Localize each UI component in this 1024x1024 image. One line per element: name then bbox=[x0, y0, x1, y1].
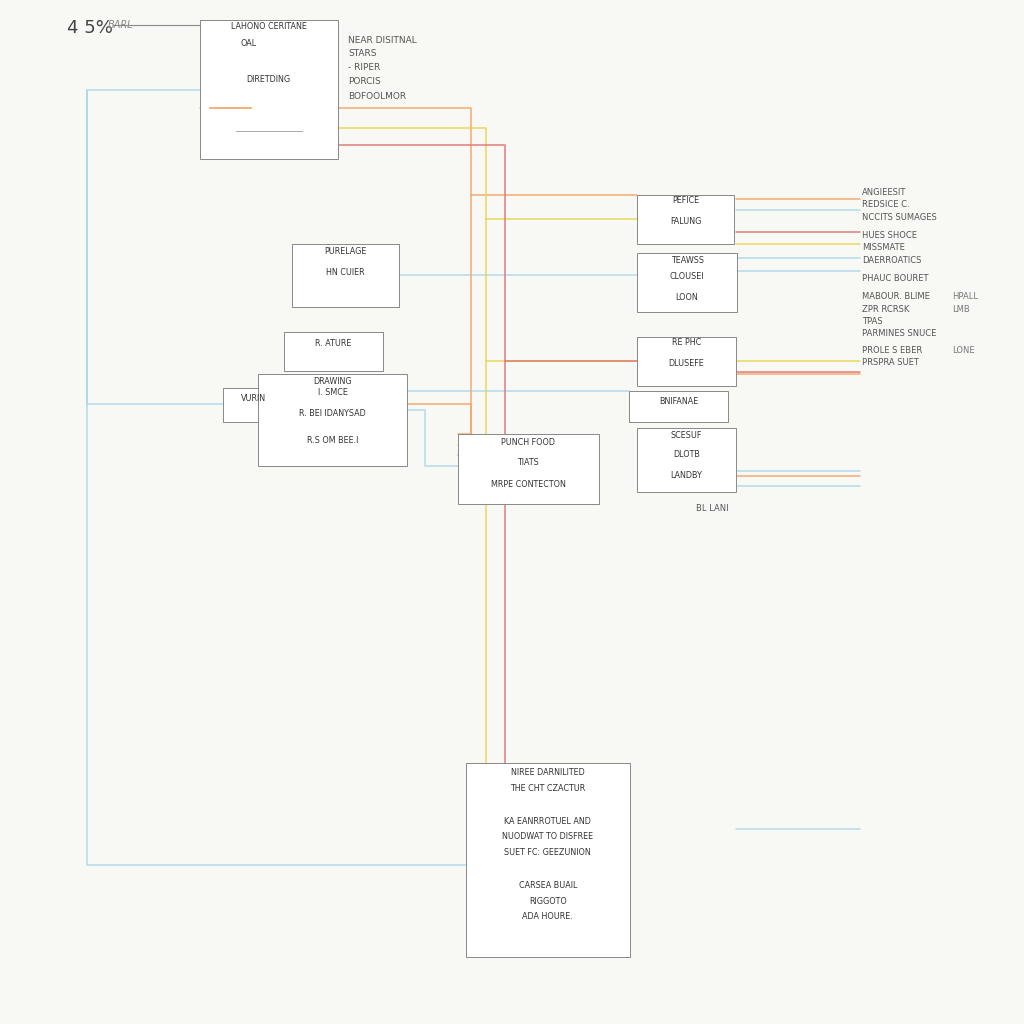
Text: LAHONO CERITANE: LAHONO CERITANE bbox=[230, 22, 307, 31]
FancyBboxPatch shape bbox=[466, 763, 630, 957]
Text: RE PHC: RE PHC bbox=[672, 338, 701, 347]
Text: BNIFANAE: BNIFANAE bbox=[658, 397, 698, 407]
Text: HUES SHOCE: HUES SHOCE bbox=[862, 231, 918, 240]
FancyBboxPatch shape bbox=[200, 20, 338, 159]
Text: R. ATURE: R. ATURE bbox=[315, 339, 351, 348]
Text: MRPE CONTECTON: MRPE CONTECTON bbox=[490, 480, 566, 488]
Text: BOFOOLMOR: BOFOOLMOR bbox=[348, 92, 407, 100]
FancyBboxPatch shape bbox=[629, 391, 728, 422]
Text: MABOUR. BLIME: MABOUR. BLIME bbox=[862, 293, 930, 301]
Text: HN CUIER: HN CUIER bbox=[327, 268, 365, 276]
Text: BL LANI: BL LANI bbox=[696, 505, 729, 513]
Text: TEAWSS: TEAWSS bbox=[671, 256, 703, 264]
FancyBboxPatch shape bbox=[458, 434, 599, 504]
FancyBboxPatch shape bbox=[258, 374, 407, 466]
Text: LOON: LOON bbox=[676, 293, 698, 302]
FancyBboxPatch shape bbox=[637, 337, 736, 386]
Text: VURIN: VURIN bbox=[242, 394, 266, 402]
Text: NUODWAT TO DISFREE: NUODWAT TO DISFREE bbox=[503, 833, 593, 842]
Text: TPAS: TPAS bbox=[862, 317, 883, 326]
Text: LANDBY: LANDBY bbox=[671, 471, 702, 480]
Text: PEFICE: PEFICE bbox=[672, 196, 699, 205]
Text: SCESUF: SCESUF bbox=[671, 431, 702, 440]
FancyBboxPatch shape bbox=[637, 428, 736, 492]
Text: PORCIS: PORCIS bbox=[348, 78, 381, 86]
Text: DAERROATICS: DAERROATICS bbox=[862, 256, 922, 264]
Text: PHAUC BOURET: PHAUC BOURET bbox=[862, 274, 929, 283]
FancyBboxPatch shape bbox=[284, 381, 383, 420]
FancyBboxPatch shape bbox=[637, 195, 734, 244]
FancyBboxPatch shape bbox=[284, 332, 383, 371]
Text: PRSPRA SUET: PRSPRA SUET bbox=[862, 358, 920, 367]
Text: ADA HOURE.: ADA HOURE. bbox=[522, 912, 573, 921]
Text: ANGIEESIT: ANGIEESIT bbox=[862, 188, 906, 197]
Text: PROLE S EBER: PROLE S EBER bbox=[862, 346, 923, 354]
Text: BARL: BARL bbox=[108, 19, 133, 30]
Text: CARSEA BUAIL: CARSEA BUAIL bbox=[518, 881, 578, 890]
Text: ZPR RCRSK: ZPR RCRSK bbox=[862, 305, 909, 313]
Text: RIGGOTO: RIGGOTO bbox=[529, 897, 566, 905]
Text: LONE: LONE bbox=[952, 346, 975, 354]
FancyBboxPatch shape bbox=[223, 388, 285, 422]
Text: R. BEI IDANYSAD: R. BEI IDANYSAD bbox=[299, 409, 366, 418]
Text: 4 5%: 4 5% bbox=[67, 18, 113, 37]
FancyBboxPatch shape bbox=[292, 244, 399, 307]
Text: TIATS: TIATS bbox=[517, 458, 540, 467]
Text: NIREE DARNILITED: NIREE DARNILITED bbox=[511, 768, 585, 777]
Text: LMB: LMB bbox=[952, 305, 970, 313]
Text: KA EANRROTUEL AND: KA EANRROTUEL AND bbox=[505, 817, 591, 825]
Text: PARMINES SNUCE: PARMINES SNUCE bbox=[862, 330, 937, 338]
Text: PUNCH FOOD: PUNCH FOOD bbox=[502, 438, 555, 447]
Text: CLOUSEI: CLOUSEI bbox=[670, 272, 705, 282]
FancyBboxPatch shape bbox=[637, 253, 737, 312]
Text: REDSICE C.: REDSICE C. bbox=[862, 201, 910, 209]
Text: DLUSEFE: DLUSEFE bbox=[669, 359, 705, 369]
Text: THE CHT CZACTUR: THE CHT CZACTUR bbox=[510, 783, 586, 793]
Text: FALUNG: FALUNG bbox=[670, 217, 701, 226]
Text: SUET FC: GEEZUNION: SUET FC: GEEZUNION bbox=[505, 848, 591, 857]
Text: MISSMATE: MISSMATE bbox=[862, 244, 905, 252]
Text: - RIPER: - RIPER bbox=[348, 63, 380, 72]
Text: I. SMCE: I. SMCE bbox=[318, 388, 348, 397]
Text: PURELAGE: PURELAGE bbox=[325, 247, 367, 256]
Text: R.S OM BEE.I: R.S OM BEE.I bbox=[306, 435, 358, 444]
Text: DLOTB: DLOTB bbox=[673, 451, 700, 459]
Text: NCCITS SUMAGES: NCCITS SUMAGES bbox=[862, 213, 937, 221]
Text: DIRETDING: DIRETDING bbox=[247, 76, 291, 84]
Text: DRAWING: DRAWING bbox=[313, 377, 351, 386]
Text: NEAR DISITNAL: NEAR DISITNAL bbox=[348, 37, 417, 45]
Text: STARS: STARS bbox=[348, 49, 377, 57]
Text: OAL: OAL bbox=[240, 40, 256, 48]
Text: HPALL: HPALL bbox=[952, 293, 978, 301]
